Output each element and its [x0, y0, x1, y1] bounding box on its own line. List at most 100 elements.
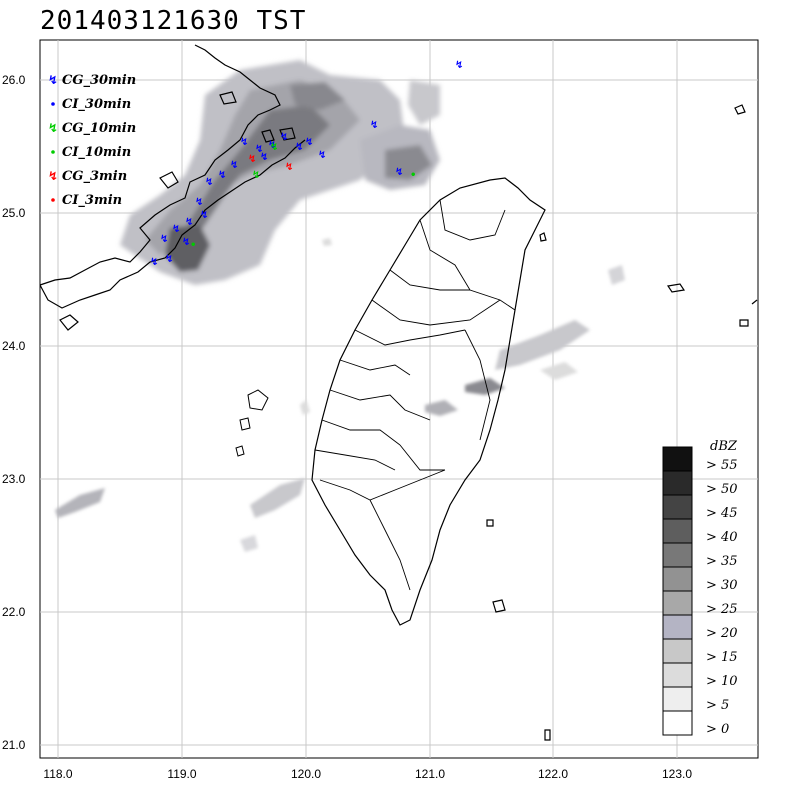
lightning-bolt-icon: ↯ [48, 121, 58, 135]
svg-text:↯: ↯ [255, 144, 263, 155]
dbz-color-box [662, 686, 693, 712]
lightning-legend: ↯ CG_30min CI_30min ↯ CG_10min CI_10min … [48, 73, 136, 208]
y-axis-labels: 26.0 25.0 24.0 23.0 22.0 21.0 [2, 73, 26, 752]
dbz-scale-boxes: > 55 > 50 > 45 > 40 > 35 > 30 > 25 > 20 > 15 > 10… [662, 446, 738, 737]
dbz-level-label: > 10 [706, 674, 738, 689]
dbz-color-box [662, 470, 693, 496]
svg-text:↯: ↯ [195, 197, 203, 208]
svg-text:↯: ↯ [318, 150, 326, 161]
svg-text:21.0: 21.0 [2, 738, 26, 752]
svg-text:•: • [190, 240, 196, 251]
svg-text:↯: ↯ [205, 177, 213, 188]
svg-text:↯: ↯ [280, 132, 288, 143]
dbz-color-box [662, 662, 693, 688]
dbz-color-box [662, 494, 693, 520]
svg-text:↯: ↯ [185, 217, 193, 228]
dbz-level-label: > 40 [706, 530, 738, 545]
svg-text:↯: ↯ [268, 140, 276, 151]
yaeyama-coast [666, 283, 758, 327]
svg-text:CI_10min: CI_10min [62, 145, 131, 160]
svg-text:120.0: 120.0 [291, 767, 321, 781]
green-island [486, 519, 494, 527]
dbz-color-box [662, 542, 693, 568]
china-coastline [39, 44, 306, 331]
svg-text:CI_3min: CI_3min [62, 193, 122, 208]
lightning-strikes: ↯↯ ↯↯ ↯ ↯↯ ↯ ↯↯↯ ↯↯↯ ↯↯ ↯ ↯↯↯ ↯↯ ↯↯ •• ↯↯ [150, 60, 463, 268]
dbz-color-box [662, 638, 693, 664]
svg-text:↯: ↯ [172, 224, 180, 235]
svg-text:•: • [410, 170, 416, 181]
orchid-island [492, 599, 506, 613]
svg-text:↯: ↯ [240, 137, 248, 148]
map-title: 201403121630 TST [40, 6, 307, 36]
dbz-color-box [662, 566, 693, 592]
dbz-level-label: > 20 [706, 626, 738, 641]
legend-item-cg-10min: ↯ CG_10min [48, 121, 136, 136]
legend-item-ci-3min: CI_3min [51, 193, 122, 208]
svg-text:CG_3min: CG_3min [62, 169, 127, 184]
x-axis-labels: 118.0 119.0 120.0 121.0 122.0 123.0 [43, 767, 692, 781]
svg-text:23.0: 23.0 [2, 472, 26, 486]
svg-text:↯: ↯ [248, 154, 256, 165]
dbz-level-label: > 55 [706, 458, 738, 473]
svg-text:CI_30min: CI_30min [62, 97, 131, 112]
grid-lines [40, 40, 758, 758]
dbz-color-box [662, 590, 693, 616]
dbz-level-label: > 5 [706, 698, 729, 713]
dbz-scale: dBZ > 55 > 50 > 45 > 40 > 35 > 30 > 25 > 20 > 15… [662, 439, 738, 737]
legend-item-ci-30min: CI_30min [51, 97, 131, 112]
svg-text:22.0: 22.0 [2, 605, 26, 619]
svg-text:121.0: 121.0 [415, 767, 445, 781]
dbz-level-label: > 35 [706, 554, 738, 569]
svg-text:↯: ↯ [370, 120, 378, 131]
svg-text:25.0: 25.0 [2, 206, 26, 220]
svg-text:↯: ↯ [395, 167, 403, 178]
svg-text:26.0: 26.0 [2, 73, 26, 87]
lightning-bolt-icon: ↯ [48, 73, 58, 87]
dot-icon [51, 150, 55, 154]
dbz-level-label: > 15 [706, 650, 738, 665]
svg-text:CG_30min: CG_30min [62, 73, 136, 88]
legend-item-ci-10min: CI_10min [51, 145, 131, 160]
svg-text:↯: ↯ [182, 237, 190, 248]
dbz-unit-label: dBZ [710, 439, 738, 454]
svg-text:119.0: 119.0 [167, 767, 196, 781]
dbz-level-label: > 0 [706, 722, 729, 737]
svg-text:123.0: 123.0 [662, 767, 692, 781]
dot-icon [51, 102, 55, 106]
svg-text:↯: ↯ [295, 142, 303, 153]
svg-text:↯: ↯ [218, 170, 226, 181]
dbz-color-box [662, 614, 693, 640]
dbz-color-box [662, 518, 693, 544]
svg-text:↯: ↯ [230, 160, 238, 171]
east-islands [539, 104, 746, 741]
svg-text:↯: ↯ [252, 170, 260, 181]
svg-text:↯: ↯ [150, 257, 158, 268]
svg-text:↯: ↯ [270, 142, 278, 153]
svg-text:↯: ↯ [160, 234, 168, 245]
dbz-color-box [662, 710, 693, 736]
penghu-islands [235, 389, 269, 457]
dbz-level-label: > 50 [706, 482, 738, 497]
dbz-level-label: > 30 [706, 578, 738, 593]
legend-item-cg-3min: ↯ CG_3min [48, 169, 127, 184]
dbz-color-box [662, 446, 693, 472]
county-borders [314, 199, 516, 591]
legend-item-cg-30min: ↯ CG_30min [48, 73, 136, 88]
svg-text:24.0: 24.0 [2, 339, 26, 353]
svg-text:↯: ↯ [455, 60, 463, 71]
coastlines [39, 44, 758, 741]
dbz-level-label: > 45 [706, 506, 738, 521]
lightning-bolt-icon: ↯ [48, 169, 58, 183]
taiwan-island-outline [311, 177, 546, 626]
svg-text:122.0: 122.0 [538, 767, 568, 781]
svg-text:↯: ↯ [285, 162, 293, 173]
dot-icon [51, 198, 55, 202]
dbz-level-label: > 25 [706, 602, 738, 617]
svg-text:↯: ↯ [260, 152, 268, 163]
svg-text:↯: ↯ [200, 210, 208, 221]
svg-text:↯: ↯ [305, 137, 313, 148]
svg-text:118.0: 118.0 [43, 767, 72, 781]
svg-text:CG_10min: CG_10min [62, 121, 136, 136]
